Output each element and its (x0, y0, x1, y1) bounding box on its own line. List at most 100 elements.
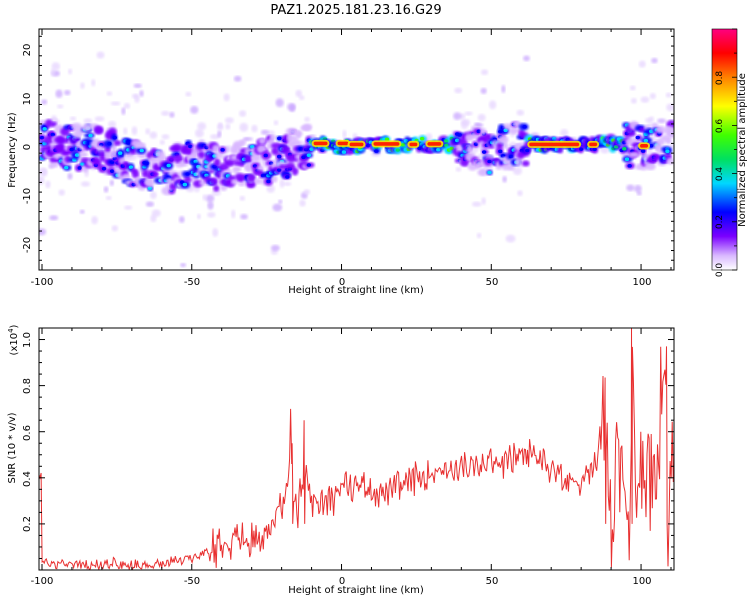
spectrogram-cell (50, 68, 56, 76)
spectrogram-cell (161, 134, 170, 140)
spectrogram-cell (455, 167, 462, 172)
spectrogram-cell (45, 180, 51, 189)
spectrogram-cell (55, 89, 63, 98)
spectrogram-cell (503, 123, 513, 130)
spectrogram-cell (184, 175, 192, 183)
spectrogram-cell (649, 92, 656, 100)
spectrogram-cell (427, 142, 442, 146)
spectrogram-cell (291, 166, 299, 176)
spectrogram-cell (645, 117, 652, 123)
spectrogram-cell (113, 140, 122, 146)
spectrogram-cell (225, 123, 231, 130)
spectrogram-cell (480, 87, 487, 94)
spectrogram-cell (109, 179, 115, 187)
spectrogram-cell (306, 153, 312, 158)
spectrogram-cell (67, 172, 73, 180)
spectrogram-cell (243, 136, 253, 142)
spectrogram-cell (139, 148, 144, 153)
spectrogram-cell (233, 75, 242, 82)
spectrogram-cell (263, 153, 268, 158)
spectrogram-x-tick-label: -100 (31, 277, 54, 288)
spectrogram-cell (121, 107, 126, 115)
spectrogram-panel: -100 -50 0 50 100 Height of straight lin… (7, 28, 675, 296)
spectrogram-cell (209, 134, 220, 140)
spectrogram-cell (496, 142, 503, 150)
spectrogram-cell (498, 149, 503, 154)
spectrogram-cell (94, 116, 105, 122)
spectrogram-cell (209, 177, 219, 186)
spectrogram-x-tick-label: 100 (632, 277, 651, 288)
spectrogram-cell (145, 178, 155, 188)
spectrogram-cell (108, 127, 117, 136)
spectrogram-heatmap (39, 51, 674, 268)
snr-x-ticks (41, 328, 672, 570)
spectrogram-cell (74, 153, 80, 157)
colorbar-gradient (711, 28, 738, 271)
spectrogram-cell (508, 154, 514, 159)
spectrogram-cell (476, 232, 482, 239)
spectrogram-cell (150, 191, 157, 199)
spectrogram-cell (514, 157, 521, 167)
spectrogram-cell (302, 123, 313, 131)
spectrogram-cell (131, 93, 138, 99)
spectrogram-cell (91, 157, 101, 166)
spectrogram-cell (145, 201, 155, 207)
snr-x-tick-label: 50 (486, 576, 499, 587)
spectrogram-cell (193, 159, 198, 164)
spectrogram-cell (498, 135, 509, 144)
spectrogram-cell (133, 83, 142, 88)
spectrogram-cell (626, 184, 635, 192)
spectrogram-cell (337, 141, 349, 146)
colorbar: 0.0 0.2 0.4 0.6 0.8 Normalized spectral … (711, 28, 748, 277)
spectrogram-cell (556, 147, 564, 154)
spectrogram-cell (50, 121, 58, 127)
spectrogram-cell (71, 122, 82, 131)
spectrogram-cell (216, 123, 224, 131)
colorbar-tick-label: 0.4 (715, 167, 725, 182)
spectrogram-cell (476, 129, 481, 134)
spectrogram-cell (107, 141, 112, 146)
spectrogram-cell (254, 178, 262, 185)
spectrogram-cell (409, 142, 418, 147)
spectrogram-cell (655, 125, 666, 134)
spectrogram-cell (42, 127, 47, 131)
spectrogram-cell (384, 137, 390, 142)
spectrogram-cell (112, 135, 117, 140)
snr-series-line (39, 328, 674, 570)
spectrogram-cell (260, 129, 270, 135)
spectrogram-x-tick-label: -50 (184, 277, 200, 288)
spectrogram-cell (627, 130, 636, 137)
spectrogram-cell (64, 165, 69, 170)
spectrogram-cell (246, 173, 256, 183)
spectrogram-cell (231, 209, 236, 219)
spectrogram-y-ticks (39, 35, 674, 271)
spectrogram-cell (636, 191, 642, 196)
spectrogram-y-tick-label: 0 (22, 144, 33, 150)
spectrogram-cell (374, 149, 379, 153)
spectrogram-cell (159, 139, 165, 145)
snr-y-tick-label: 0.8 (22, 378, 33, 394)
spectrogram-cell (51, 62, 61, 71)
snr-y-axis-label: SNR (10 * v/v) (7, 412, 18, 483)
spectrogram-cell (39, 135, 45, 140)
spectrogram-cell (293, 130, 303, 137)
snr-y-tick-label: 0.2 (22, 516, 33, 532)
spectrogram-cell (349, 142, 364, 147)
spectrogram-cell (123, 103, 131, 109)
spectrogram-cell (109, 169, 115, 173)
spectrogram-cell (464, 111, 473, 116)
spectrogram-cell (194, 128, 204, 138)
spectrogram-cell (78, 151, 88, 158)
spectrogram-cell (166, 163, 171, 168)
spectrogram-cell (214, 152, 223, 159)
spectrogram-cell (185, 91, 192, 97)
spectrogram-cell (635, 135, 640, 140)
spectrogram-cell (283, 181, 292, 187)
spectrogram-cell (277, 168, 282, 172)
spectrogram-cell (666, 157, 674, 165)
spectrogram-cell (289, 135, 299, 142)
spectrogram-cell (487, 159, 492, 164)
spectrogram-cell (481, 150, 487, 154)
spectrogram-cell (473, 142, 479, 146)
spectrogram-cell (220, 183, 228, 192)
